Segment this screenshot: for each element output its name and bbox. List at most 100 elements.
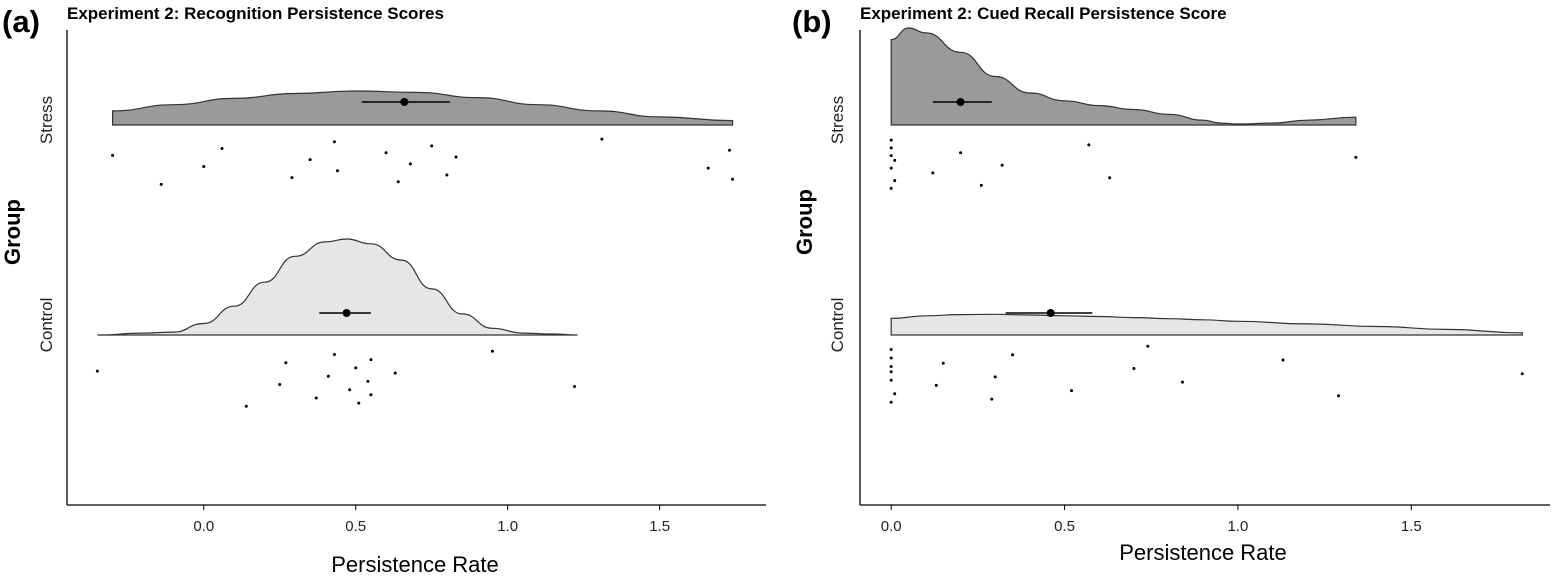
raw-point-stress (220, 147, 224, 150)
raw-point-control (366, 379, 370, 383)
violin-stress (890, 27, 1357, 126)
raw-point-stress (454, 155, 458, 159)
panel-label-b: (b) (792, 4, 832, 39)
raw-point-stress (430, 144, 434, 148)
x-ticks-b: 0.0 0.5 1.0 1.5 (881, 505, 1422, 535)
x-tick-label: 1.5 (649, 518, 670, 535)
raw-point-control (889, 348, 893, 351)
raw-point-stress (1000, 163, 1004, 167)
raw-point-control (1011, 353, 1015, 357)
raw-point-control (889, 365, 893, 368)
raw-point-stress (731, 177, 735, 181)
panel-a: (a) Experiment 2: Recognition Persistenc… (0, 4, 766, 576)
raw-point-control (889, 400, 893, 404)
category-label-stress-b: Stress (828, 96, 847, 144)
raw-point-control (1180, 380, 1184, 384)
raw-point-control (1520, 372, 1524, 376)
raw-point-control (934, 383, 938, 387)
raw-point-control (354, 366, 358, 370)
raw-point-control (889, 370, 893, 374)
raw-point-stress (1354, 155, 1358, 159)
x-tick-label: 0.0 (881, 518, 902, 535)
mean-point-control (1046, 309, 1055, 317)
raw-point-control (348, 388, 352, 392)
raw-point-control (889, 378, 893, 382)
raw-point-control (889, 356, 893, 360)
raw-point-control (369, 393, 373, 397)
raw-point-stress (889, 166, 893, 170)
raw-point-stress (384, 151, 388, 155)
raw-point-control (893, 392, 897, 396)
raw-point-stress (979, 183, 983, 187)
raw-point-control (278, 383, 282, 386)
raw-point-stress (889, 146, 893, 150)
raw-point-control (95, 369, 99, 373)
raw-point-control (1281, 358, 1285, 362)
raw-point-control (573, 385, 577, 388)
raw-point-stress (396, 180, 400, 184)
raw-point-control (369, 358, 373, 362)
raw-point-stress (1108, 176, 1112, 180)
raw-point-control (490, 349, 494, 353)
raw-point-stress (600, 137, 604, 141)
violin-control (890, 313, 1523, 336)
category-label-control-b: Control (828, 298, 847, 353)
x-tick-label: 0.0 (193, 518, 214, 535)
plot-area-a (95, 90, 735, 408)
raw-point-stress (202, 165, 206, 168)
x-tick-label: 1.0 (1228, 518, 1249, 535)
panel-title-b: Experiment 2: Cued Recall Persistence Sc… (860, 4, 1227, 23)
raw-point-control (284, 361, 288, 365)
raw-point-control (990, 397, 994, 401)
category-label-stress-a: Stress (37, 96, 56, 144)
raw-point-stress (893, 158, 897, 162)
plot-area-b (889, 27, 1524, 404)
raw-point-control (1336, 394, 1340, 398)
raw-point-stress (893, 179, 897, 183)
raw-point-stress (290, 176, 294, 180)
violin-control (97, 238, 578, 336)
panel-title-a: Experiment 2: Recognition Persistence Sc… (67, 4, 444, 23)
raw-point-stress (931, 171, 935, 175)
raw-point-stress (889, 138, 893, 142)
raw-point-stress (1087, 143, 1091, 147)
raw-point-stress (889, 186, 893, 190)
raw-point-stress (335, 169, 339, 173)
x-tick-label: 0.5 (1054, 518, 1075, 535)
raw-point-control (1132, 367, 1136, 370)
raw-point-control (393, 371, 397, 375)
raw-point-stress (159, 182, 163, 186)
raw-point-stress (332, 140, 336, 144)
mean-point-stress (956, 98, 965, 106)
raw-point-stress (445, 173, 449, 177)
category-label-control-a: Control (37, 298, 56, 353)
x-axis-title-b: Persistence Rate (1119, 540, 1287, 565)
raw-point-control (1146, 344, 1150, 348)
raw-point-control (993, 375, 997, 379)
raw-point-control (244, 404, 248, 408)
violin-stress (112, 90, 734, 126)
raw-point-stress (408, 162, 412, 166)
raw-point-stress (308, 158, 312, 162)
y-axis-title-b: Group (792, 189, 817, 255)
panel-b: (b) Experiment 2: Cued Recall Persistenc… (792, 4, 1550, 565)
x-ticks-a: 0.0 0.5 1.0 1.5 (193, 505, 670, 535)
y-axis-title-a: Group (0, 199, 25, 265)
raw-point-control (941, 361, 945, 365)
raw-point-stress (728, 148, 732, 152)
raw-point-stress (959, 151, 963, 155)
raw-point-control (1070, 389, 1074, 393)
raw-point-stress (111, 153, 115, 157)
mean-point-control (342, 309, 351, 317)
raw-point-control (332, 353, 336, 356)
raw-point-control (314, 396, 318, 400)
raw-point-stress (706, 166, 710, 170)
x-tick-label: 0.5 (345, 518, 366, 535)
panel-label-a: (a) (2, 4, 40, 39)
x-tick-label: 1.0 (497, 518, 518, 535)
raw-point-control (357, 401, 361, 405)
raw-point-stress (889, 154, 893, 158)
x-axis-title-a: Persistence Rate (331, 552, 499, 576)
mean-point-stress (400, 98, 409, 106)
